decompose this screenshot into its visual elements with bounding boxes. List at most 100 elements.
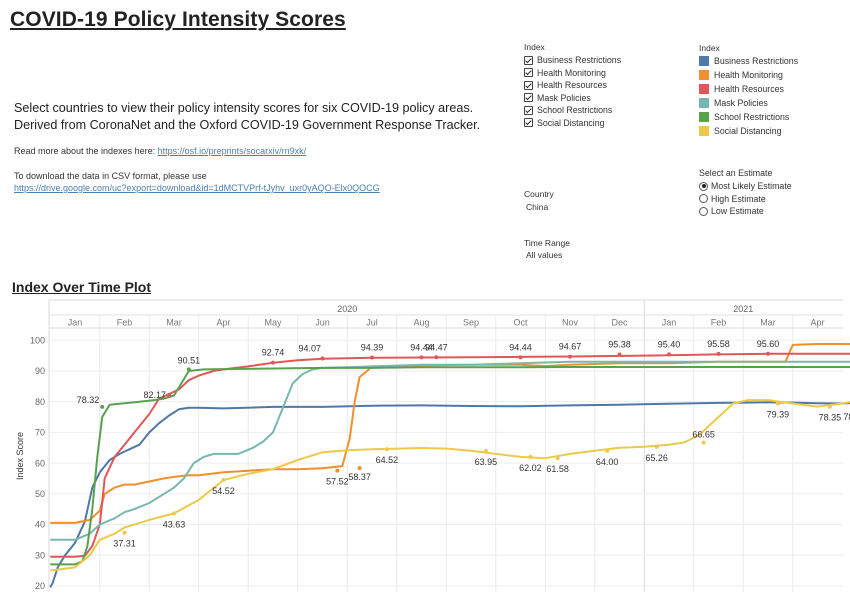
data-point-marker[interactable]: [667, 352, 671, 357]
data-point-marker[interactable]: [568, 354, 572, 359]
legend-item[interactable]: Social Distancing: [699, 125, 781, 137]
month-tick-label: Apr: [216, 318, 230, 328]
index-filter-item[interactable]: Business Restrictions: [524, 54, 621, 66]
time-range-value[interactable]: All values: [526, 250, 563, 260]
data-point-marker[interactable]: [605, 448, 610, 453]
read-more-prefix: Read more about the indexes here:: [14, 146, 158, 156]
month-tick-label: Jan: [68, 318, 83, 328]
month-tick-label: Jun: [315, 318, 330, 328]
checkbox-checked-icon[interactable]: [524, 80, 533, 90]
data-point-marker[interactable]: [357, 466, 362, 471]
data-point-marker[interactable]: [122, 530, 127, 535]
dashboard-description: Select countries to view their policy in…: [14, 101, 481, 132]
checkbox-checked-icon[interactable]: [524, 118, 533, 127]
data-point-marker[interactable]: [766, 351, 770, 356]
data-label: 79.39: [767, 410, 790, 420]
month-tick-label: Jul: [366, 318, 378, 328]
data-point-marker[interactable]: [617, 352, 622, 357]
legend-item[interactable]: School Restrictions: [699, 111, 789, 123]
month-tick-label: May: [264, 318, 282, 328]
year-label: 2021: [733, 304, 753, 314]
country-value[interactable]: China: [526, 202, 549, 212]
y-tick-label: 50: [35, 489, 45, 499]
data-point-marker[interactable]: [186, 367, 191, 372]
month-tick-label: Sep: [463, 318, 479, 328]
legend-swatch: [699, 70, 709, 80]
data-point-marker[interactable]: [370, 355, 374, 360]
data-point-marker[interactable]: [654, 444, 659, 449]
index-filter-item[interactable]: School Restrictions: [524, 104, 612, 116]
estimate-option[interactable]: Low Estimate: [699, 205, 764, 217]
estimate-option[interactable]: High Estimate: [699, 193, 766, 205]
checkbox-checked-icon[interactable]: [524, 55, 533, 65]
data-point-marker[interactable]: [271, 360, 275, 365]
checkbox-checked-icon[interactable]: [524, 93, 533, 102]
checkbox-checked-icon[interactable]: [524, 105, 533, 115]
data-point-marker[interactable]: [419, 355, 424, 360]
y-axis-label: Index Score: [15, 432, 25, 480]
legend-item[interactable]: Health Resources: [699, 83, 784, 95]
series-line-health-monitoring[interactable]: [50, 343, 850, 524]
data-point-marker[interactable]: [555, 456, 560, 461]
download-link[interactable]: https://drive.google.com/uc?export=downl…: [14, 183, 380, 193]
data-point-marker[interactable]: [434, 355, 439, 360]
series-line-business-restrictions[interactable]: [49, 401, 850, 588]
index-filter-item[interactable]: Social Distancing: [524, 117, 604, 129]
index-filter-item[interactable]: Health Resources: [524, 79, 607, 91]
legend-item[interactable]: Mask Policies: [699, 97, 768, 109]
data-label: 94.39: [361, 343, 384, 353]
data-label: 94.47: [425, 342, 448, 352]
legend-item[interactable]: Health Monitoring: [699, 69, 783, 81]
data-point-marker[interactable]: [775, 401, 780, 406]
series-line-health-resources[interactable]: [50, 352, 850, 558]
estimate-option[interactable]: Most Likely Estimate: [699, 180, 792, 192]
read-more-link[interactable]: https://osf.io/preprints/socarxiv/rn9xk/: [157, 146, 307, 156]
dashboard-title: COVID-19 Policy Intensity Scores: [10, 8, 346, 31]
data-point-marker[interactable]: [221, 477, 226, 482]
data-point-marker[interactable]: [172, 511, 176, 516]
data-label: 78.35: [819, 413, 842, 423]
y-tick-label: 90: [35, 366, 45, 376]
radio-icon[interactable]: [699, 206, 708, 216]
y-tick-label: 70: [35, 428, 45, 438]
data-point-marker[interactable]: [384, 447, 389, 452]
y-tick-label: 80: [35, 397, 45, 407]
index-filter-item[interactable]: Health Monitoring: [524, 67, 606, 79]
series-line-school-restrictions[interactable]: [50, 366, 850, 566]
month-tick-label: Feb: [711, 318, 727, 328]
legend-swatch: [699, 126, 709, 136]
download-text: To download the data in CSV format, plea…: [14, 171, 207, 181]
data-point-marker[interactable]: [320, 356, 325, 361]
data-label: 92.74: [262, 348, 285, 358]
data-point-marker[interactable]: [701, 440, 706, 445]
index-over-time-chart[interactable]: 20 30 40 50 60 70 80 90 100 2020 2021 Jan Feb Mar Apr…: [0, 296, 850, 602]
data-point-marker[interactable]: [716, 351, 721, 356]
data-point-marker[interactable]: [528, 454, 533, 459]
data-label: 64.52: [376, 455, 399, 465]
color-legend: Index Business Restrictions Health Monit…: [699, 43, 849, 138]
series-line-mask-policies[interactable]: [50, 360, 850, 541]
month-tick-label: Feb: [117, 318, 133, 328]
radio-icon[interactable]: [699, 194, 708, 203]
data-point-marker[interactable]: [518, 355, 523, 360]
country-header: Country: [524, 189, 554, 199]
month-tick-label: Mar: [760, 318, 776, 328]
legend-item[interactable]: Business Restrictions: [699, 55, 798, 67]
radio-selected-icon[interactable]: [699, 181, 708, 191]
legend-swatch: [699, 84, 709, 94]
data-label: 94.67: [559, 342, 582, 352]
data-label: 65.26: [645, 453, 668, 463]
data-label: 78.32: [77, 395, 100, 405]
data-point-marker[interactable]: [483, 448, 488, 453]
checkbox-checked-icon[interactable]: [524, 68, 533, 77]
index-filter-item[interactable]: Mask Policies: [524, 92, 591, 104]
data-point-marker[interactable]: [167, 393, 172, 398]
y-tick-label: 60: [35, 458, 45, 468]
year-label: 2020: [337, 304, 357, 314]
month-tick-label: Apr: [810, 318, 824, 328]
data-point-marker[interactable]: [100, 404, 105, 409]
data-point-marker[interactable]: [335, 468, 340, 473]
y-tick-label: 30: [35, 550, 45, 560]
series-line-social-distancing[interactable]: [50, 399, 850, 572]
data-point-marker[interactable]: [827, 404, 832, 409]
